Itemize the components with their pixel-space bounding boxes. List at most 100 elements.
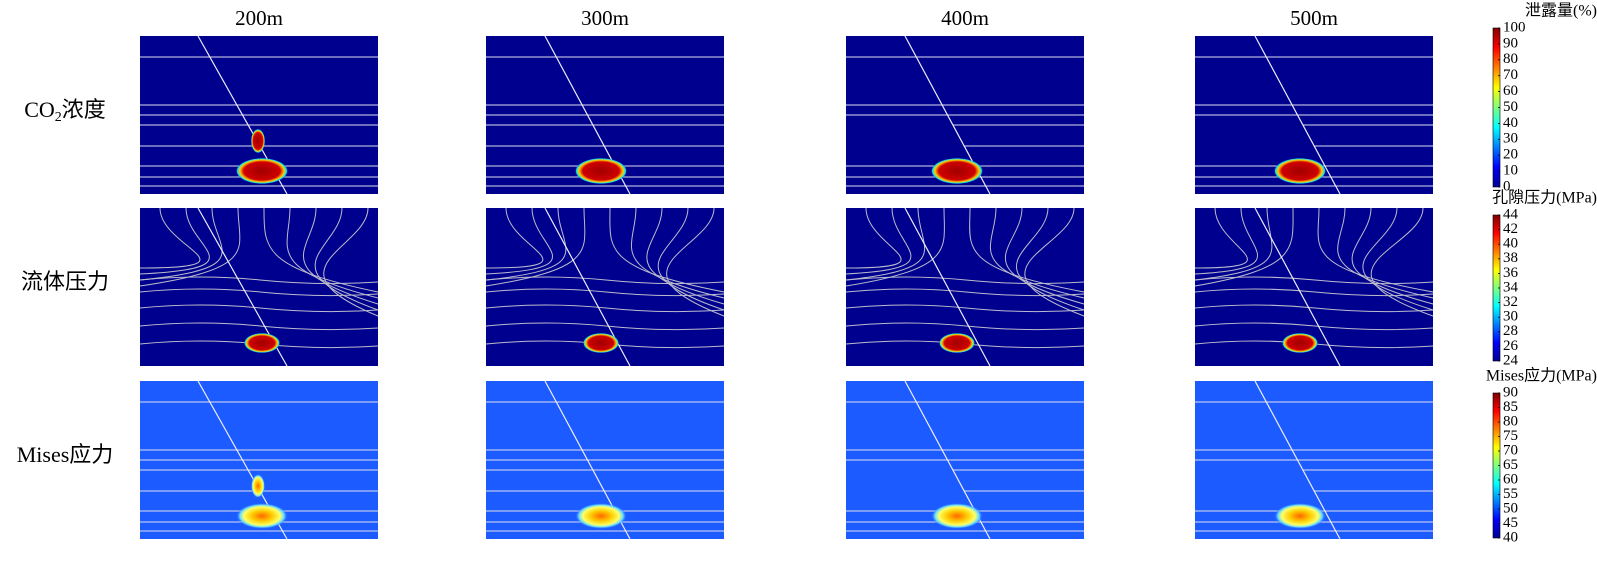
colorbar-tick-label: 38: [1503, 250, 1518, 266]
colorbar-tick-label: 26: [1503, 338, 1519, 354]
plume: [1274, 503, 1326, 529]
streamline: [485, 288, 725, 297]
row-label-part: 浓度: [62, 97, 106, 122]
streamline: [485, 207, 586, 287]
panel: [139, 207, 379, 367]
colorbar-title: 孔隙压力(MPa): [1492, 189, 1597, 207]
colorbar-tick-label: 44: [1503, 206, 1519, 222]
fault-line: [904, 207, 991, 367]
panel: [140, 35, 378, 195]
streamline: [1194, 207, 1294, 287]
panel: [486, 35, 724, 195]
plume: [931, 158, 983, 184]
plume: [931, 503, 983, 529]
colorbar-tick-label: 50: [1503, 99, 1518, 115]
colorbar-tick-label: 50: [1503, 500, 1518, 516]
streamline: [1194, 207, 1248, 269]
streamline: [1362, 207, 1434, 311]
streamline: [485, 276, 725, 285]
streamline: [1004, 207, 1085, 305]
streamline: [485, 207, 553, 275]
streamline: [1194, 207, 1273, 281]
streamline: [139, 207, 210, 275]
panel: [1195, 35, 1433, 195]
plume: [236, 503, 288, 529]
colorbar-tick-label: 100: [1503, 19, 1526, 35]
streamline: [139, 207, 223, 281]
colorbar-tick-label: 80: [1503, 51, 1518, 67]
panel: [1194, 207, 1434, 367]
plume: [1274, 158, 1326, 184]
fault-line: [1254, 380, 1341, 540]
panel: [846, 35, 1084, 195]
streamline: [1337, 207, 1434, 299]
streamline: [1194, 207, 1259, 275]
column-header: 500m: [1290, 6, 1338, 30]
colorbar-tick-label: 70: [1503, 442, 1518, 458]
fault-line: [1254, 35, 1341, 195]
streamline: [323, 207, 379, 317]
colorbar-tick-label: 42: [1503, 221, 1518, 237]
streamline: [139, 276, 379, 285]
colorbar-title: 泄露量(%): [1525, 2, 1597, 20]
streamline: [845, 207, 926, 281]
streamline: [845, 207, 902, 269]
row-label-part: Mises应力: [17, 442, 114, 467]
row-label-part: 2: [55, 110, 62, 125]
row-label-part: CO: [24, 97, 55, 122]
streamline: [1194, 304, 1434, 313]
streamline: [139, 207, 241, 287]
colorbar-tick-label: 90: [1503, 35, 1518, 51]
colorbar-tick-label: 28: [1503, 323, 1518, 339]
plume: [575, 158, 627, 184]
colorbar-tick-label: 80: [1503, 413, 1518, 429]
streamline: [1194, 288, 1434, 297]
plume: [583, 333, 619, 353]
streamline: [139, 288, 379, 297]
streamline: [485, 207, 544, 269]
streamline: [1370, 207, 1434, 317]
streamline: [286, 207, 379, 299]
streamline: [302, 207, 379, 305]
panel: [140, 380, 378, 540]
streamline: [485, 207, 567, 281]
colorbar-tick-label: 45: [1503, 515, 1518, 531]
colorbar-tick-label: 75: [1503, 428, 1518, 444]
streamline: [845, 304, 1085, 313]
panel: [486, 380, 724, 540]
streamline: [666, 207, 725, 317]
colorbar-tick-label: 40: [1503, 529, 1518, 545]
streamline: [845, 322, 1085, 331]
colorbar-tick-label: 34: [1503, 279, 1519, 295]
colorbar-tick-label: 60: [1503, 471, 1518, 487]
panel: [1195, 380, 1433, 540]
plume-fault: [251, 129, 265, 153]
streamline: [1015, 207, 1085, 311]
streamline: [630, 207, 725, 299]
colorbar-tick-label: 65: [1503, 457, 1518, 473]
streamline: [1351, 207, 1434, 305]
panel: [846, 380, 1084, 540]
fault-line: [1254, 207, 1341, 367]
plume: [939, 333, 975, 353]
streamline: [1194, 322, 1434, 331]
colorbar-tick-label: 85: [1503, 399, 1518, 415]
colorbar-tick-label: 40: [1503, 236, 1518, 252]
colorbar-tick-label: 40: [1503, 115, 1518, 131]
streamline: [485, 304, 725, 313]
streamline: [646, 207, 725, 305]
panel: [485, 207, 725, 367]
plume: [575, 503, 627, 529]
row-label: CO2浓度: [24, 97, 106, 125]
colorbar-tick-label: 30: [1503, 131, 1518, 147]
colorbar-tick-label: 24: [1503, 352, 1519, 368]
colorbar-tick-label: 32: [1503, 294, 1518, 310]
streamline: [845, 276, 1085, 285]
plume: [1282, 333, 1318, 353]
colorbar-title: Mises应力(MPa): [1486, 366, 1597, 385]
row-label: 流体压力: [21, 269, 109, 294]
streamline: [845, 207, 912, 275]
colorbar-tick-label: 30: [1503, 309, 1518, 325]
colorbar-tick-label: 55: [1503, 486, 1518, 502]
streamline: [1194, 276, 1434, 285]
